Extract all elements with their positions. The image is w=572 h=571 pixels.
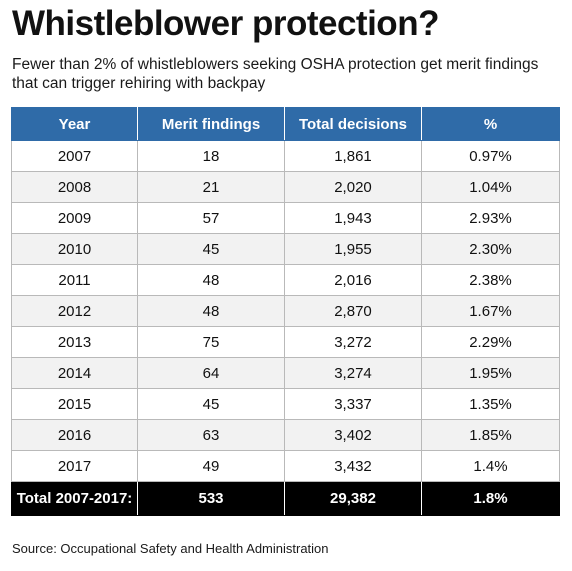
cell-year: 2017 [11, 450, 138, 482]
cell-year: 2009 [11, 202, 138, 234]
cell-percent: 2.38% [421, 264, 560, 296]
total-merit-findings: 533 [137, 481, 285, 516]
cell-total-decisions: 1,861 [284, 140, 422, 172]
cell-year: 2015 [11, 388, 138, 420]
cell-merit-findings: 49 [137, 450, 285, 482]
cell-year: 2013 [11, 326, 138, 358]
cell-total-decisions: 1,955 [284, 233, 422, 265]
cell-year: 2014 [11, 357, 138, 389]
cell-percent: 2.93% [421, 202, 560, 234]
cell-merit-findings: 64 [137, 357, 285, 389]
column-header-total-decisions: Total decisions [284, 107, 422, 141]
cell-year: 2008 [11, 171, 138, 203]
table-row: 2009 57 1,943 2.93% [11, 202, 560, 234]
cell-merit-findings: 57 [137, 202, 285, 234]
cell-percent: 1.04% [421, 171, 560, 203]
total-row: Total 2007-2017: 533 29,382 1.8% [11, 481, 560, 516]
cell-total-decisions: 3,432 [284, 450, 422, 482]
cell-total-decisions: 3,274 [284, 357, 422, 389]
cell-total-decisions: 3,402 [284, 419, 422, 451]
cell-percent: 1.4% [421, 450, 560, 482]
cell-percent: 1.95% [421, 357, 560, 389]
cell-merit-findings: 45 [137, 388, 285, 420]
table-row: 2013 75 3,272 2.29% [11, 326, 560, 358]
chart-subtitle: Fewer than 2% of whistleblowers seeking … [12, 56, 539, 92]
table-row: 2008 21 2,020 1.04% [11, 171, 560, 203]
cell-total-decisions: 3,272 [284, 326, 422, 358]
data-table: Year Merit findings Total decisions % 20… [11, 107, 560, 516]
cell-percent: 2.30% [421, 233, 560, 265]
table-body: 2007 18 1,861 0.97% 2008 21 2,020 1.04% 2009 57 1,… [11, 140, 560, 482]
cell-percent: 0.97% [421, 140, 560, 172]
table-row: 2011 48 2,016 2.38% [11, 264, 560, 296]
table-row: 2010 45 1,955 2.30% [11, 233, 560, 265]
cell-total-decisions: 2,016 [284, 264, 422, 296]
table-row: 2014 64 3,274 1.95% [11, 357, 560, 389]
source-note: Source: Occupational Safety and Health A… [12, 541, 329, 556]
table-row: 2017 49 3,432 1.4% [11, 450, 560, 482]
cell-total-decisions: 3,337 [284, 388, 422, 420]
table-row: 2012 48 2,870 1.67% [11, 295, 560, 327]
cell-merit-findings: 21 [137, 171, 285, 203]
table-row: 2016 63 3,402 1.85% [11, 419, 560, 451]
column-header-merit-findings: Merit findings [137, 107, 285, 141]
cell-total-decisions: 1,943 [284, 202, 422, 234]
cell-merit-findings: 18 [137, 140, 285, 172]
chart-title: Whistleblower protection? [12, 4, 439, 43]
total-decisions: 29,382 [284, 481, 422, 516]
cell-percent: 2.29% [421, 326, 560, 358]
cell-year: 2011 [11, 264, 138, 296]
column-header-percent: % [421, 107, 560, 141]
cell-merit-findings: 48 [137, 264, 285, 296]
total-percent: 1.8% [421, 481, 560, 516]
cell-percent: 1.67% [421, 295, 560, 327]
table-row: 2007 18 1,861 0.97% [11, 140, 560, 172]
cell-merit-findings: 45 [137, 233, 285, 265]
cell-merit-findings: 75 [137, 326, 285, 358]
cell-merit-findings: 48 [137, 295, 285, 327]
cell-year: 2012 [11, 295, 138, 327]
cell-total-decisions: 2,870 [284, 295, 422, 327]
cell-percent: 1.85% [421, 419, 560, 451]
cell-year: 2010 [11, 233, 138, 265]
cell-merit-findings: 63 [137, 419, 285, 451]
cell-year: 2016 [11, 419, 138, 451]
total-label: Total 2007-2017: [11, 481, 138, 516]
header-row: Year Merit findings Total decisions % [11, 107, 560, 141]
cell-percent: 1.35% [421, 388, 560, 420]
table-row: 2015 45 3,337 1.35% [11, 388, 560, 420]
column-header-year: Year [11, 107, 138, 141]
cell-total-decisions: 2,020 [284, 171, 422, 203]
cell-year: 2007 [11, 140, 138, 172]
